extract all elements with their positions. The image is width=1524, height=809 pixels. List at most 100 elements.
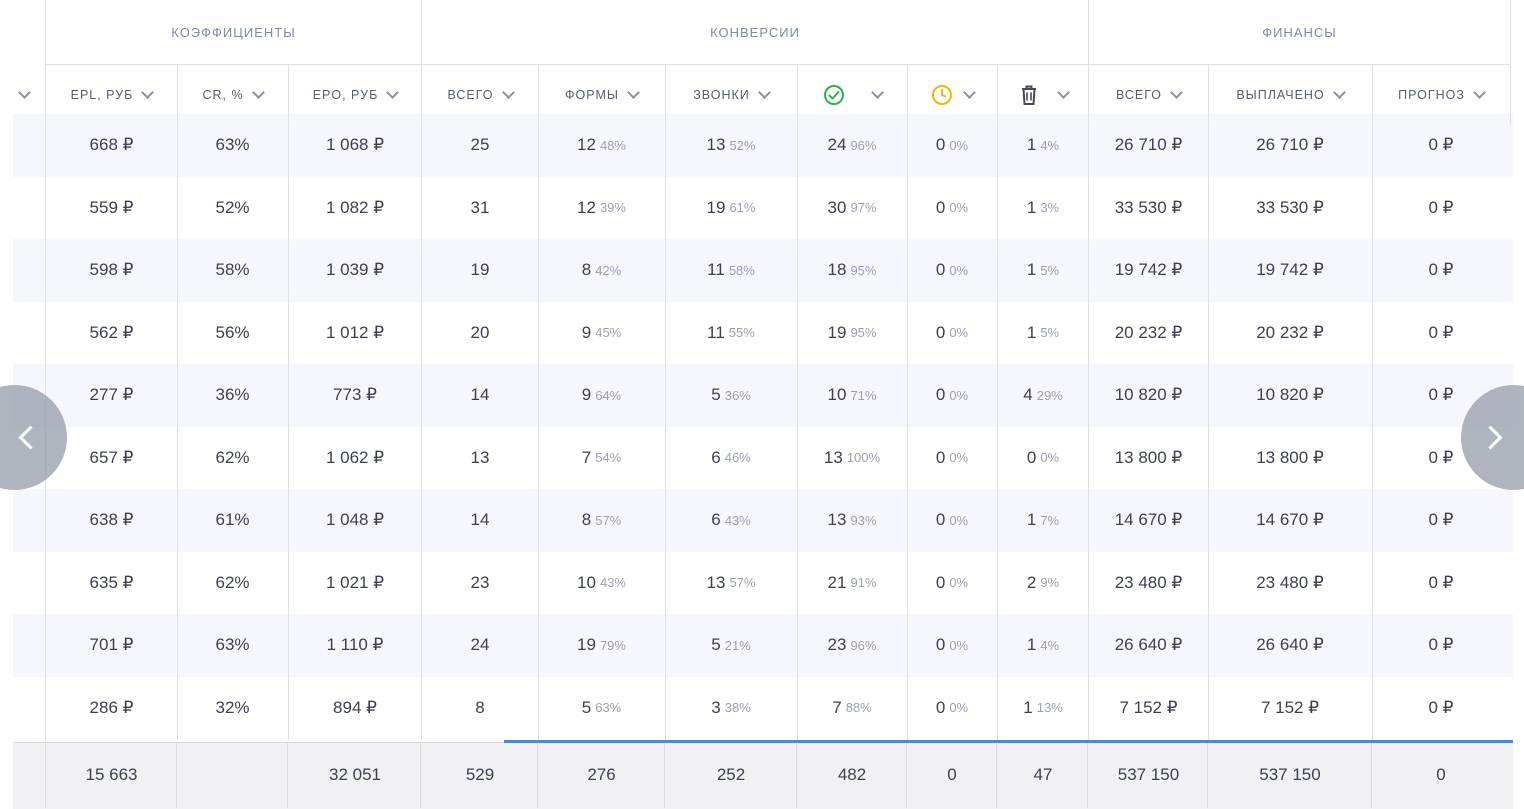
cell-pending: 0 0% bbox=[907, 677, 997, 740]
cell-value: 20 bbox=[470, 322, 490, 342]
totals-row bbox=[13, 742, 1513, 809]
cell-value: 13 bbox=[827, 510, 847, 530]
cell-total: 23 bbox=[422, 552, 538, 615]
cell-value: 1 039 ₽ bbox=[325, 260, 385, 280]
cell-value: 1 012 ₽ bbox=[325, 322, 385, 342]
cell-paid: 33 530 ₽ bbox=[1208, 177, 1372, 240]
col-header-paid[interactable]: ВЫПЛАЧЕНО bbox=[1208, 65, 1372, 124]
cell-cr: 32% bbox=[177, 677, 288, 740]
cell-epo: 1 048 ₽ bbox=[288, 489, 422, 552]
cell-fin-total: 26 640 ₽ bbox=[1089, 614, 1208, 677]
col-header-rejected[interactable] bbox=[997, 65, 1089, 124]
cell-epo: 1 110 ₽ bbox=[288, 614, 422, 677]
col-fin-total-label: ВСЕГО bbox=[1115, 87, 1163, 102]
cell-value: 10 bbox=[577, 572, 596, 592]
cell-value: 7 152 ₽ bbox=[1119, 697, 1178, 717]
cell-total: 24 bbox=[422, 614, 538, 677]
cell-value: 6 bbox=[711, 447, 721, 467]
col-header-calls[interactable]: ЗВОНКИ bbox=[665, 65, 797, 124]
cell-forms: 5 63% bbox=[538, 677, 665, 740]
cell-value: 0 ₽ bbox=[1428, 697, 1454, 717]
cell-value: 1 110 ₽ bbox=[326, 635, 384, 655]
cell-value: 562 ₽ bbox=[89, 322, 134, 342]
chevron-down-icon bbox=[1332, 85, 1346, 99]
group-finance-label: ФИНАНСЫ bbox=[1262, 24, 1337, 40]
cell-forecast: 0 ₽ bbox=[1372, 677, 1510, 740]
cell-epl: 657 ₽ bbox=[46, 427, 177, 490]
cell-value: 0 ₽ bbox=[1428, 572, 1454, 592]
cell-total: 14 bbox=[422, 364, 538, 427]
col-forecast-label: ПРОГНОЗ bbox=[1398, 87, 1465, 102]
cell-value: 1 082 ₽ bbox=[325, 197, 385, 217]
cell-value: 26 640 ₽ bbox=[1114, 635, 1183, 655]
cell-rejected: 4 29% bbox=[997, 364, 1089, 427]
cell-value: 1 bbox=[1026, 197, 1037, 217]
col-header-cr[interactable]: CR, % bbox=[177, 65, 288, 124]
col-forms-label: ФОРМЫ bbox=[565, 87, 619, 102]
cell-approved: 21 91% bbox=[797, 552, 907, 615]
cell-percent: 48% bbox=[599, 137, 626, 153]
col-header-approved[interactable] bbox=[797, 65, 907, 124]
cell-percent: 5% bbox=[1040, 325, 1060, 341]
cell-percent: 36% bbox=[724, 387, 751, 403]
cell-rejected: 2 9% bbox=[997, 552, 1089, 615]
col-epo-label: EPO, РУБ bbox=[312, 87, 379, 102]
cell-percent: 91% bbox=[850, 575, 877, 591]
table-row: 635 ₽62% 1 021 ₽23 10 43% 13 57% 21 91% 0 0% 2 9% 23… bbox=[13, 552, 1513, 615]
chevron-left-icon bbox=[18, 425, 43, 450]
total-approved: 482 bbox=[837, 765, 867, 784]
cell-percent: 4% bbox=[1040, 137, 1060, 153]
cell-value: 26 710 ₽ bbox=[1114, 135, 1183, 155]
cell-value: 1 bbox=[1023, 697, 1033, 717]
cell-cr: 63% bbox=[177, 614, 288, 677]
cell-value: 62% bbox=[215, 572, 250, 592]
cell-percent: 13% bbox=[1036, 700, 1063, 716]
cell-value: 14 bbox=[470, 385, 490, 405]
col-header-forms[interactable]: ФОРМЫ bbox=[538, 65, 665, 124]
cell-epo: 773 ₽ bbox=[288, 364, 422, 427]
cell-fin-total: 26 710 ₽ bbox=[1089, 114, 1208, 177]
col-header-epo[interactable]: EPO, РУБ bbox=[288, 65, 422, 124]
total-epo: 32 051 bbox=[329, 765, 381, 784]
cell-percent: 97% bbox=[850, 200, 877, 216]
cell-value: 62% bbox=[215, 447, 250, 467]
chevron-down-icon bbox=[627, 85, 640, 99]
cell-total: 8 bbox=[422, 677, 538, 740]
cell-percent: 0% bbox=[949, 387, 969, 403]
cell-approved: 30 97% bbox=[797, 177, 907, 240]
cell-value: 32% bbox=[215, 697, 250, 717]
cell-cr: 62% bbox=[177, 552, 288, 615]
cell-rejected: 0 0% bbox=[997, 427, 1089, 490]
cell-percent: 0% bbox=[949, 262, 969, 278]
cell-value: 26 640 ₽ bbox=[1256, 635, 1324, 655]
cell-total: 25 bbox=[422, 114, 538, 177]
col-header-forecast[interactable]: ПРОГНОЗ bbox=[1372, 65, 1510, 124]
cell-epo: 1 039 ₽ bbox=[288, 239, 422, 302]
trash-icon bbox=[1021, 85, 1036, 105]
cell-percent: 0% bbox=[949, 512, 969, 528]
group-header-conversions: КОНВЕРСИИ bbox=[422, 0, 1088, 64]
table-row: 598 ₽58% 1 039 ₽19 8 42% 11 58% 18 95% 0 0% 1 5% 19 … bbox=[13, 239, 1513, 302]
cell-percent: 45% bbox=[595, 325, 622, 341]
cell-epl: 598 ₽ bbox=[46, 239, 177, 302]
cell-percent: 0% bbox=[949, 137, 969, 153]
cell-value: 9 bbox=[581, 322, 592, 342]
chevron-down-icon bbox=[1056, 85, 1070, 99]
col-calls-label: ЗВОНКИ bbox=[693, 87, 750, 102]
cell-fin-total: 14 670 ₽ bbox=[1089, 489, 1208, 552]
cell-cr: 63% bbox=[177, 114, 288, 177]
col-header-fin-total[interactable]: ВСЕГО bbox=[1089, 65, 1208, 124]
cell-total: 19 bbox=[422, 239, 538, 302]
cell-forecast: 0 ₽ bbox=[1372, 552, 1510, 615]
cell-value: 559 ₽ bbox=[89, 197, 134, 217]
cell-percent: 52% bbox=[729, 137, 756, 153]
cell-rejected: 1 7% bbox=[997, 489, 1089, 552]
col-header-pending[interactable] bbox=[907, 65, 997, 124]
cell-percent: 0% bbox=[949, 700, 969, 716]
cell-value: 0 ₽ bbox=[1428, 447, 1454, 467]
cell-epo: 1 068 ₽ bbox=[288, 114, 422, 177]
col-header-conv-total[interactable]: ВСЕГО bbox=[422, 65, 538, 124]
col-header-epl[interactable]: EPL, РУБ bbox=[46, 65, 177, 124]
table-row: 657 ₽62% 1 062 ₽13 7 54% 6 46% 13 100% 0 0% 0 0% 13 … bbox=[13, 427, 1513, 490]
